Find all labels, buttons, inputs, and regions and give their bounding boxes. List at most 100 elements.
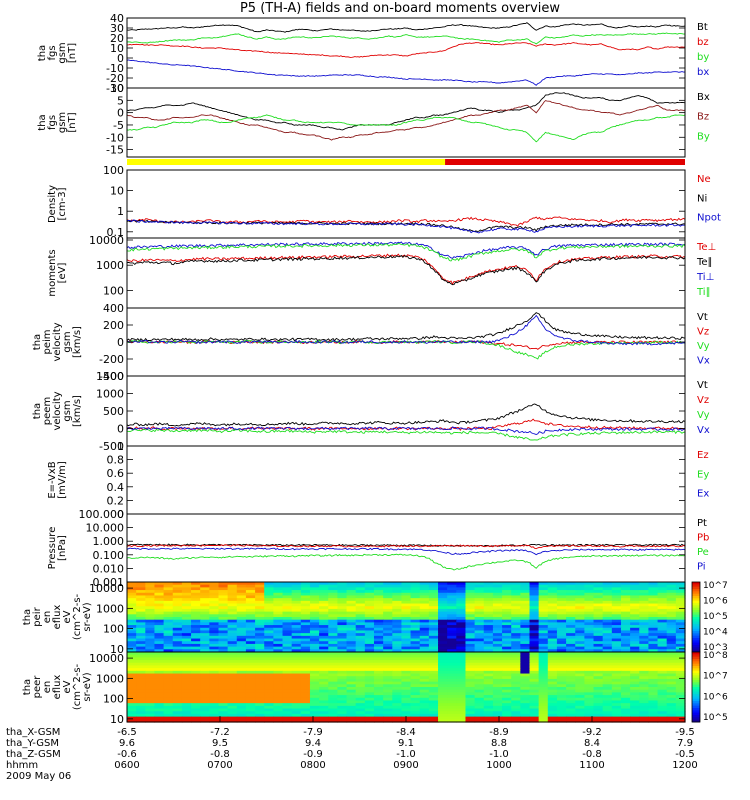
heatmap-cell bbox=[392, 625, 403, 629]
heatmap-cell bbox=[419, 684, 430, 688]
heatmap-cell bbox=[154, 595, 165, 599]
heatmap-cell bbox=[419, 678, 430, 683]
heatmap-cell bbox=[245, 598, 256, 602]
heatmap-cell bbox=[447, 705, 457, 710]
heatmap-cell bbox=[245, 625, 256, 629]
heatmap-cell bbox=[547, 692, 558, 696]
heatmap-cell bbox=[181, 627, 192, 632]
heatmap-cell bbox=[602, 673, 613, 677]
heatmap-cell bbox=[309, 649, 320, 653]
heatmap-cell bbox=[502, 595, 512, 599]
heatmap-cell bbox=[602, 695, 613, 699]
heatmap-cell bbox=[648, 627, 659, 632]
heatmap-cell bbox=[410, 587, 421, 591]
heatmap-cell bbox=[584, 660, 595, 664]
heatmap-cell bbox=[456, 592, 467, 597]
series-line-Pi bbox=[126, 547, 686, 556]
heatmap-cell bbox=[145, 684, 156, 688]
heatmap-cell bbox=[657, 705, 668, 710]
panel-frame bbox=[126, 169, 686, 239]
heatmap-cell bbox=[291, 695, 302, 699]
heatmap-cell bbox=[447, 641, 457, 645]
heatmap-cell bbox=[593, 700, 604, 704]
heatmap-cell bbox=[620, 600, 631, 605]
heatmap-cell bbox=[474, 641, 485, 645]
heatmap-cell bbox=[392, 687, 403, 691]
heatmap-cell bbox=[245, 697, 256, 702]
heatmap-cell bbox=[401, 614, 412, 618]
heatmap-cell bbox=[419, 657, 430, 661]
heatmap-cell bbox=[300, 638, 311, 642]
heatmap-cell bbox=[181, 587, 192, 591]
heatmap-cell bbox=[245, 582, 256, 586]
heatmap-cell bbox=[474, 638, 485, 642]
heatmap-cell bbox=[264, 716, 274, 720]
heatmap-cell bbox=[373, 703, 384, 707]
heatmap-cell bbox=[547, 657, 558, 661]
heatmap-cell bbox=[319, 625, 329, 629]
heatmap-cell bbox=[145, 705, 156, 710]
heatmap-cell bbox=[364, 619, 375, 623]
heatmap-cell bbox=[547, 713, 558, 718]
heatmap-cell bbox=[556, 673, 567, 677]
heatmap-cell bbox=[547, 603, 558, 607]
heatmap-cell bbox=[529, 643, 540, 648]
heatmap-cell bbox=[657, 649, 668, 653]
heatmap-cell bbox=[419, 700, 430, 704]
heatmap-cell bbox=[502, 617, 512, 621]
heatmap-cell bbox=[282, 646, 293, 650]
heatmap-cell bbox=[245, 665, 256, 669]
heatmap-cell bbox=[392, 598, 403, 602]
heatmap-cell bbox=[611, 681, 622, 685]
heatmap-cell bbox=[447, 606, 457, 610]
heatmap-cell bbox=[675, 606, 686, 610]
heatmap-cell bbox=[611, 700, 622, 704]
heatmap-cell bbox=[584, 711, 595, 715]
heatmap-cell bbox=[328, 595, 338, 599]
heatmap-cell bbox=[520, 705, 531, 710]
heatmap-cell bbox=[556, 625, 567, 629]
heatmap-cell bbox=[172, 619, 183, 623]
heatmap-cell bbox=[383, 670, 393, 675]
y-tick-label: 100.000 bbox=[79, 508, 125, 521]
heatmap-cell bbox=[593, 638, 604, 642]
heatmap-cell bbox=[666, 719, 677, 723]
heatmap-cell bbox=[200, 590, 210, 594]
legend-label: Bx bbox=[697, 92, 710, 103]
heatmap-cell bbox=[675, 649, 686, 653]
heatmap-cell bbox=[181, 711, 192, 715]
heatmap-cell bbox=[218, 662, 229, 667]
heatmap-cell bbox=[474, 592, 485, 597]
heatmap-cell bbox=[419, 625, 430, 629]
heatmap-cell bbox=[492, 689, 503, 693]
heatmap-cell bbox=[566, 611, 576, 615]
heatmap-cell bbox=[538, 681, 549, 685]
heatmap-cell bbox=[666, 649, 677, 653]
heatmap-cell bbox=[556, 678, 567, 683]
heatmap-cell bbox=[556, 711, 567, 715]
heatmap-cell bbox=[355, 630, 366, 634]
heatmap-cell bbox=[255, 652, 265, 656]
heatmap-cell bbox=[639, 627, 650, 632]
heatmap-cell bbox=[273, 687, 284, 691]
heatmap-cell bbox=[172, 625, 183, 629]
heatmap-cell bbox=[483, 703, 494, 707]
heatmap-cell bbox=[154, 719, 165, 723]
heatmap-cell bbox=[392, 654, 403, 658]
heatmap-cell bbox=[630, 719, 640, 723]
heatmap-cell bbox=[264, 643, 274, 648]
heatmap-cell bbox=[447, 689, 457, 693]
heatmap-cell bbox=[319, 711, 329, 715]
heatmap-cell bbox=[474, 697, 485, 702]
heatmap-cell bbox=[255, 638, 265, 642]
heatmap-cell bbox=[127, 670, 137, 675]
heatmap-cell bbox=[236, 678, 247, 683]
heatmap-cell bbox=[520, 703, 531, 707]
heatmap-cell bbox=[502, 600, 512, 605]
heatmap-cell bbox=[364, 622, 375, 626]
heatmap-cell bbox=[511, 670, 521, 675]
heatmap-cell bbox=[145, 608, 156, 613]
heatmap-cell bbox=[666, 635, 677, 640]
heatmap-cell bbox=[383, 635, 393, 640]
heatmap-cell bbox=[145, 697, 156, 702]
